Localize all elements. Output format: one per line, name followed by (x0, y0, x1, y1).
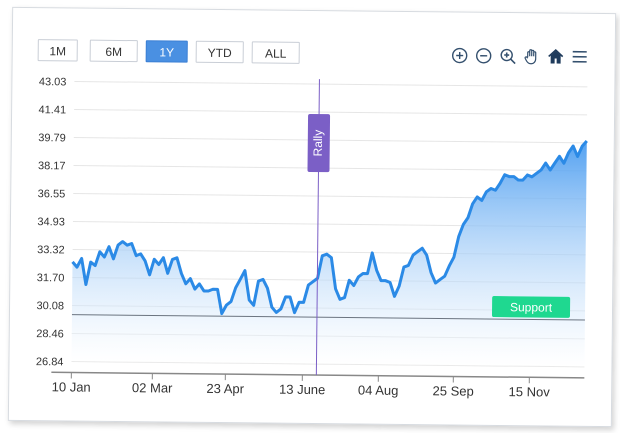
x-tick-label: 04 Aug (358, 382, 399, 397)
y-tick-label: 36.55 (38, 188, 66, 200)
rally-label: Rally (311, 130, 325, 157)
zoom-in-icon[interactable] (450, 45, 470, 65)
x-tick-label: 15 Nov (509, 384, 551, 399)
chart-card: 1M 6M 1Y YTD ALL 43.03 41.41 39.79 38.17 36.55 34… (7, 6, 617, 428)
x-tick-label: 10 Jan (52, 379, 91, 394)
y-tick-label: 39.79 (38, 132, 66, 144)
pan-hand-icon[interactable] (522, 46, 542, 66)
x-tick-label: 23 Apr (206, 381, 244, 396)
support-line (71, 314, 585, 321)
home-icon[interactable] (546, 46, 566, 66)
support-label-box (491, 296, 571, 318)
y-gridline (74, 81, 588, 88)
series-line (71, 139, 588, 316)
y-tick-label: 43.03 (39, 76, 67, 88)
y-tick-label: 26.84 (36, 356, 64, 368)
x-tick-label: 02 Mar (132, 380, 173, 395)
y-tick-label: 30.08 (36, 300, 64, 312)
y-tick-label: 33.32 (37, 244, 65, 256)
y-tick-label: 38.17 (38, 160, 66, 172)
y-gridline (74, 109, 588, 116)
rally-label-box (307, 113, 331, 173)
y-gridline (73, 137, 587, 144)
x-axis-line (51, 371, 585, 379)
y-tick-label: 41.41 (39, 104, 67, 116)
y-gridline (73, 164, 587, 172)
x-tick-label: 25 Sep (433, 383, 474, 398)
menu-icon[interactable] (570, 47, 590, 67)
y-tick-label: 31.70 (37, 272, 65, 284)
y-tick-label: 28.46 (36, 328, 64, 340)
y-tick-label: 34.93 (37, 216, 65, 228)
zoom-out-icon[interactable] (474, 46, 494, 66)
zoom-select-icon[interactable] (498, 46, 518, 66)
x-tick-label: 13 June (279, 382, 325, 397)
support-label: Support (510, 300, 553, 314)
series-area (71, 140, 587, 367)
area-chart: 43.03 41.41 39.79 38.17 36.55 34.93 33.32 31.70… (36, 76, 588, 400)
